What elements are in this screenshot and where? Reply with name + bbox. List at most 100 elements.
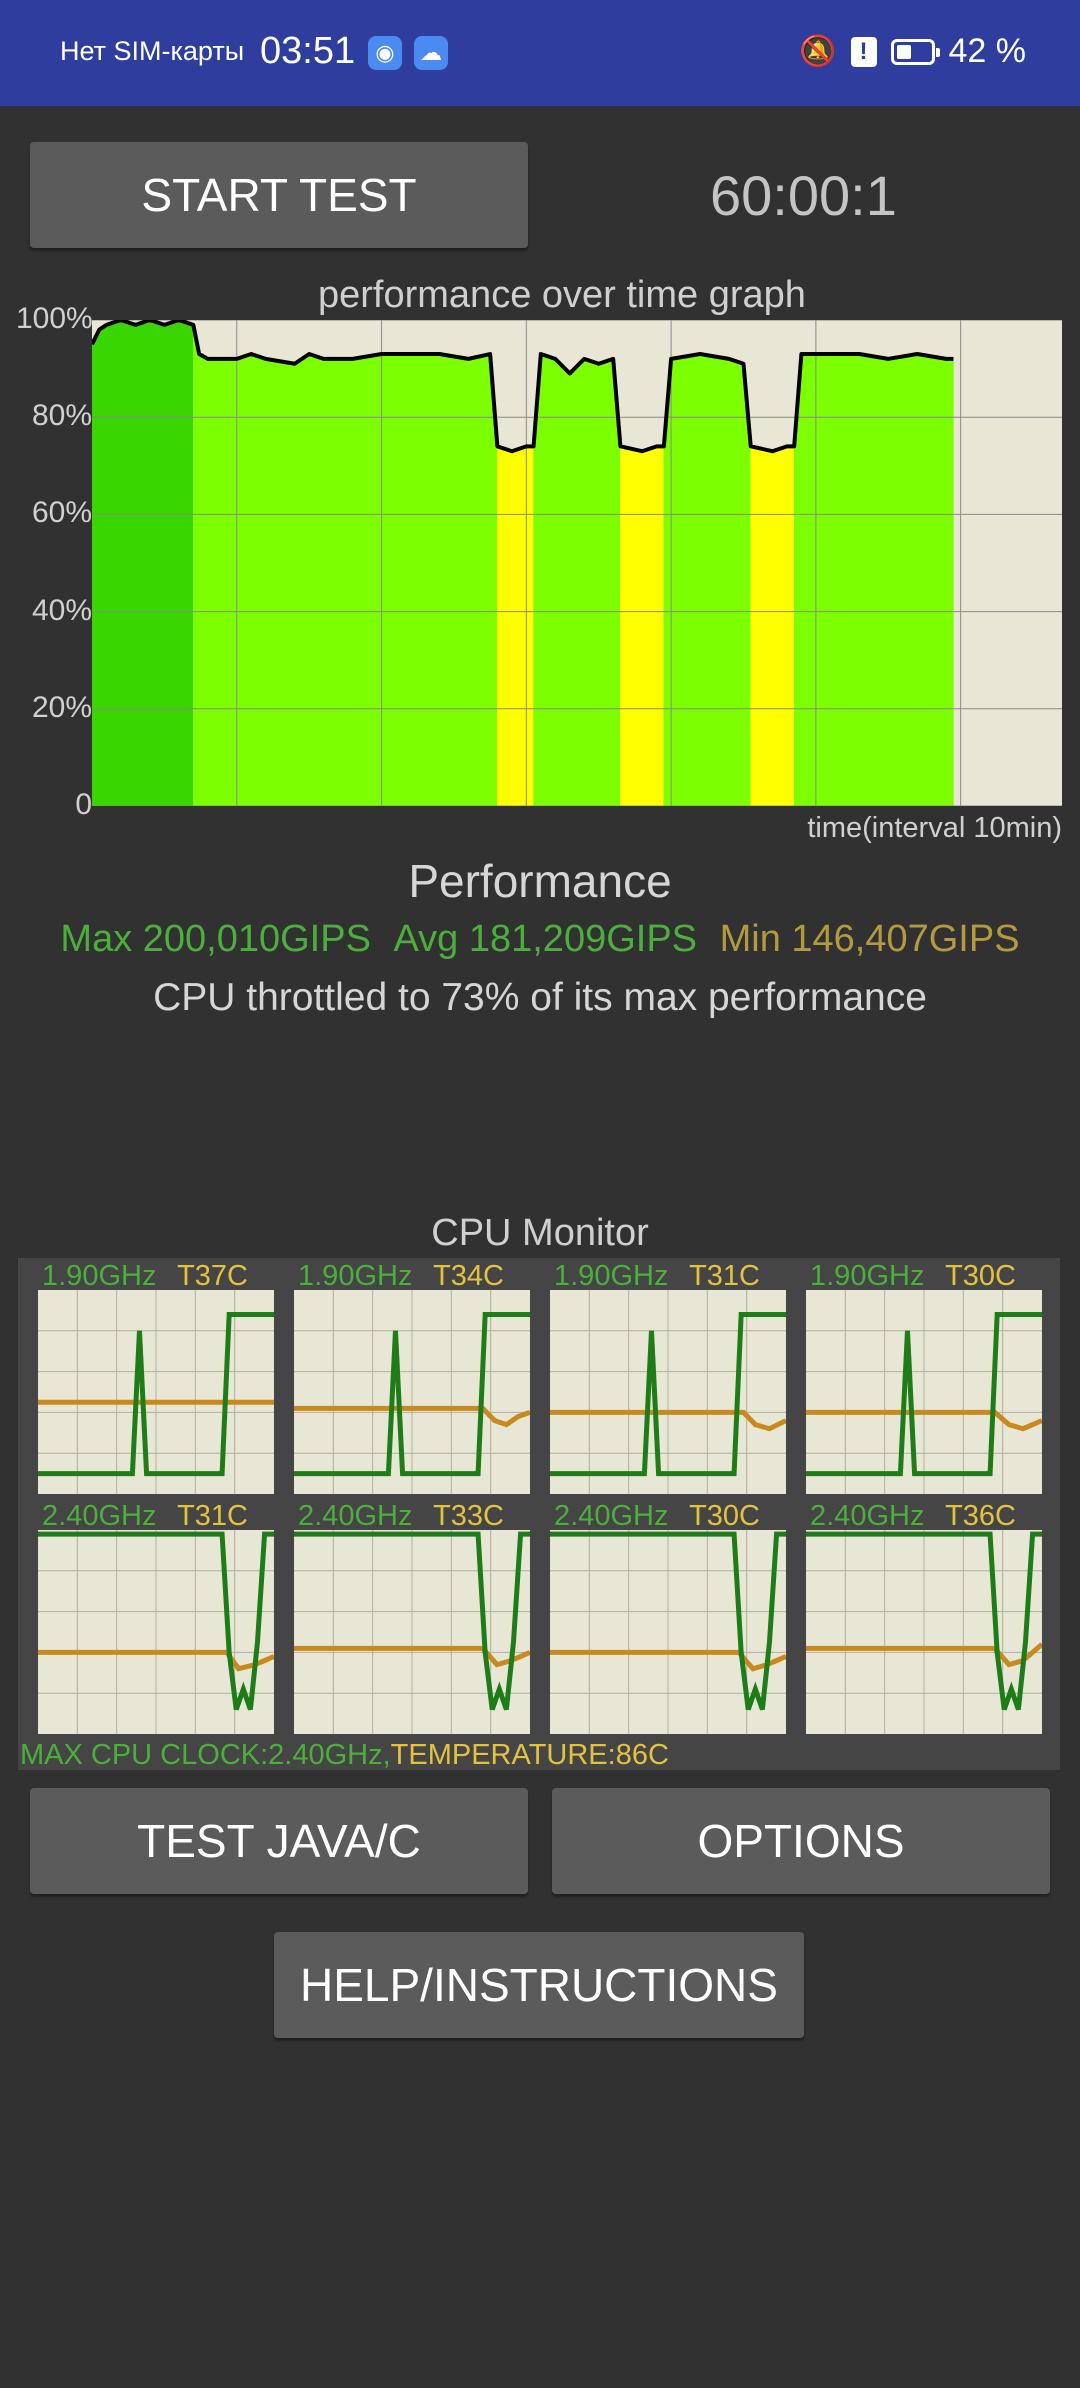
cpu-core-1: 1.90GHz T37C [18, 1258, 274, 1498]
cpu-core-8: 2.40GHz T36C [786, 1498, 1042, 1738]
performance-area-segment [439, 353, 469, 806]
core-frequency: 1.90GHz [298, 1260, 413, 1292]
performance-area-segment [410, 353, 440, 806]
performance-area-segment [106, 320, 122, 806]
core-graph [550, 1290, 786, 1494]
performance-area-segment [786, 446, 795, 806]
performance-line [92, 320, 954, 454]
core-frequency: 2.40GHz [298, 1500, 413, 1532]
performance-area-segment [497, 445, 513, 806]
performance-area-segment [583, 358, 600, 806]
core-graph [806, 1530, 1042, 1734]
max-cpu-clock: MAX CPU CLOCK:2.40GHz, [20, 1739, 391, 1771]
performance-area-segment [120, 320, 136, 806]
y-tick-label: 80% [31, 399, 92, 433]
core-frequency: 2.40GHz [810, 1500, 925, 1532]
cpu-max-clock-summary: MAX CPU CLOCK:2.40GHz,TEMPERATURE:86C [20, 1739, 669, 1772]
core-graph [294, 1290, 530, 1494]
performance-area-segment [92, 329, 100, 806]
performance-area-segment [207, 358, 238, 806]
core-temperature-line [806, 1642, 1042, 1668]
core-temperature: T36C [945, 1500, 1016, 1532]
performance-area-segment [540, 353, 556, 806]
status-icons: 🔕 ! 42 % [799, 32, 1026, 71]
min-performance: Min 146,407GIPS [719, 918, 1020, 960]
performance-area-segment [887, 353, 918, 806]
test-timer: 60:00:1 [710, 164, 897, 227]
performance-area-segment [265, 358, 295, 806]
y-tick-label: 0 [75, 788, 92, 821]
y-tick-label: 40% [31, 593, 92, 627]
help-instructions-button[interactable]: HELP/INSTRUCTIONS [274, 1932, 804, 2038]
cpu-core-5: 2.40GHz T31C [18, 1498, 274, 1738]
core-temperature: T34C [433, 1260, 504, 1292]
performance-area-segment [198, 353, 209, 806]
core-clock-line [294, 1311, 530, 1477]
core-clock-line [806, 1311, 1042, 1477]
core-clock-line [38, 1531, 274, 1711]
performance-area-segment [526, 446, 534, 806]
core-graph [38, 1530, 274, 1734]
avg-performance: Avg 181,209GIPS [393, 918, 698, 960]
max-performance: Max 200,010GIPS [60, 918, 371, 960]
cpu-core-7: 2.40GHz T30C [530, 1498, 786, 1738]
core-temperature-line [550, 1649, 786, 1672]
options-button[interactable]: OPTIONS [552, 1788, 1050, 1894]
performance-area-segment [381, 353, 411, 806]
performance-area-segment [598, 358, 614, 806]
alert-icon: ! [850, 36, 877, 67]
performance-area-segment [135, 320, 151, 806]
core-graph [806, 1290, 1042, 1494]
core-frequency: 1.90GHz [810, 1260, 925, 1292]
test-java-c-button[interactable]: TEST JAVA/C [30, 1788, 528, 1894]
performance-area-segment [916, 353, 947, 806]
performance-area-segment [859, 353, 889, 806]
performance-area-segment [323, 358, 353, 806]
performance-area-segment [699, 353, 730, 806]
performance-area-segment [98, 324, 107, 806]
bell-off-icon: 🔕 [799, 35, 837, 68]
performance-area-segment [294, 353, 310, 806]
performance-area-segment [945, 358, 954, 806]
performance-area-segment [193, 324, 200, 806]
x-axis-label: time(interval 10min) [807, 812, 1062, 844]
core-clock-line [38, 1311, 274, 1477]
core-graph [38, 1290, 274, 1494]
performance-area-segment [554, 358, 571, 806]
cloud-icon: ☁ [414, 36, 448, 70]
battery-icon [890, 38, 940, 65]
cpu-monitor-title: CPU Monitor [431, 1212, 649, 1254]
performance-area-segment [569, 358, 585, 806]
core-temperature-line [806, 1409, 1042, 1432]
start-test-button[interactable]: START TEST [30, 142, 528, 248]
performance-area-segment [352, 353, 382, 806]
performance-graph [92, 320, 1062, 806]
core-clock-line [294, 1531, 530, 1711]
core-clock-line [550, 1531, 786, 1711]
core-temperature-line [294, 1405, 530, 1428]
performance-area-segment [178, 320, 194, 806]
performance-area-segment [236, 353, 252, 806]
performance-area-segment [830, 353, 860, 806]
performance-area-segment [250, 353, 267, 806]
cpu-core-6: 2.40GHz T33C [274, 1498, 530, 1738]
core-temperature: T31C [689, 1260, 760, 1292]
y-tick-label: 20% [31, 690, 92, 724]
cpu-core-3: 1.90GHz T31C [530, 1258, 786, 1498]
performance-area-segment [670, 353, 701, 806]
performance-area-segment [641, 445, 657, 806]
max-temperature: TEMPERATURE:86C [390, 1739, 669, 1771]
core-temperature-line [294, 1645, 530, 1668]
performance-area-segment [772, 445, 788, 806]
core-graph [550, 1530, 786, 1734]
core-temperature: T37C [177, 1260, 248, 1292]
core-temperature: T31C [177, 1500, 248, 1532]
core-frequency: 1.90GHz [554, 1260, 669, 1292]
performance-stats: Max 200,010GIPS Avg 181,209GIPS Min 146,… [0, 918, 1080, 961]
carrier-label: Нет SIM-карты [60, 36, 245, 66]
clock: 03:51 [260, 30, 356, 72]
app-icon: ◉ [368, 36, 402, 70]
performance-area-segment [164, 320, 180, 806]
cpu-core-4: 1.90GHz T30C [786, 1258, 1042, 1498]
performance-area-segment [620, 445, 643, 806]
